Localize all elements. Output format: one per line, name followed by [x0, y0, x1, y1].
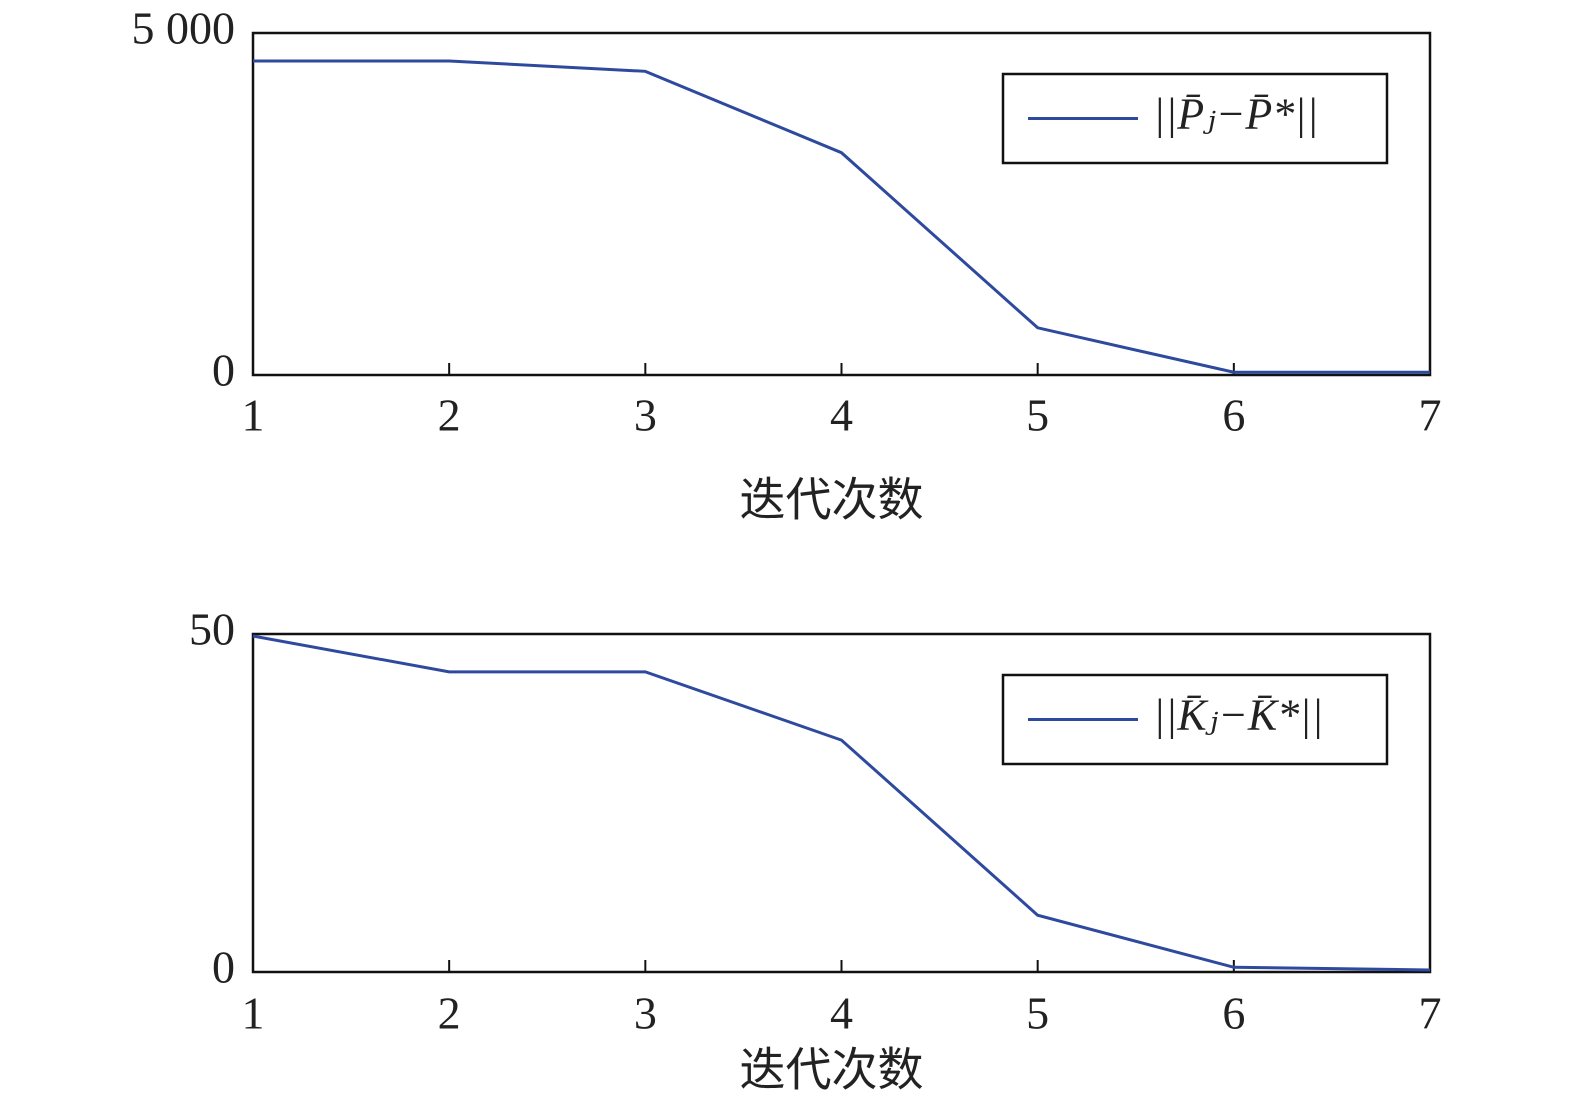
x-axis-label: 迭代次数 — [740, 475, 924, 526]
y-tick-label: 0 — [212, 942, 235, 993]
x-tick-label: 7 — [1419, 390, 1442, 441]
y-tick-label: 50 — [189, 604, 235, 655]
x-tick-label: 1 — [242, 390, 265, 441]
y-tick-label: 0 — [212, 345, 235, 396]
x-tick-label: 6 — [1222, 390, 1245, 441]
data-line — [252, 634, 1431, 972]
x-tick-label: 4 — [830, 988, 853, 1039]
x-tick-label: 6 — [1222, 988, 1245, 1039]
x-tick-label: 5 — [1026, 988, 1049, 1039]
x-tick-label: 3 — [634, 390, 657, 441]
x-tick-label: 1 — [242, 988, 265, 1039]
x-tick-label: 5 — [1026, 390, 1049, 441]
x-tick-label: 4 — [830, 390, 853, 441]
data-line — [253, 59, 1430, 374]
x-tick-label: 3 — [634, 988, 657, 1039]
x-tick-label: 2 — [438, 390, 461, 441]
y-tick-label: 5 000 — [132, 3, 236, 54]
x-axis-label: 迭代次数 — [740, 1045, 924, 1096]
x-tick-label: 7 — [1419, 988, 1442, 1039]
legend-label: ||P̄ⱼ−P̄*|| — [1153, 90, 1318, 139]
x-tick-label: 2 — [438, 988, 461, 1039]
legend-label: ||K̄ⱼ−K̄*|| — [1153, 691, 1323, 740]
